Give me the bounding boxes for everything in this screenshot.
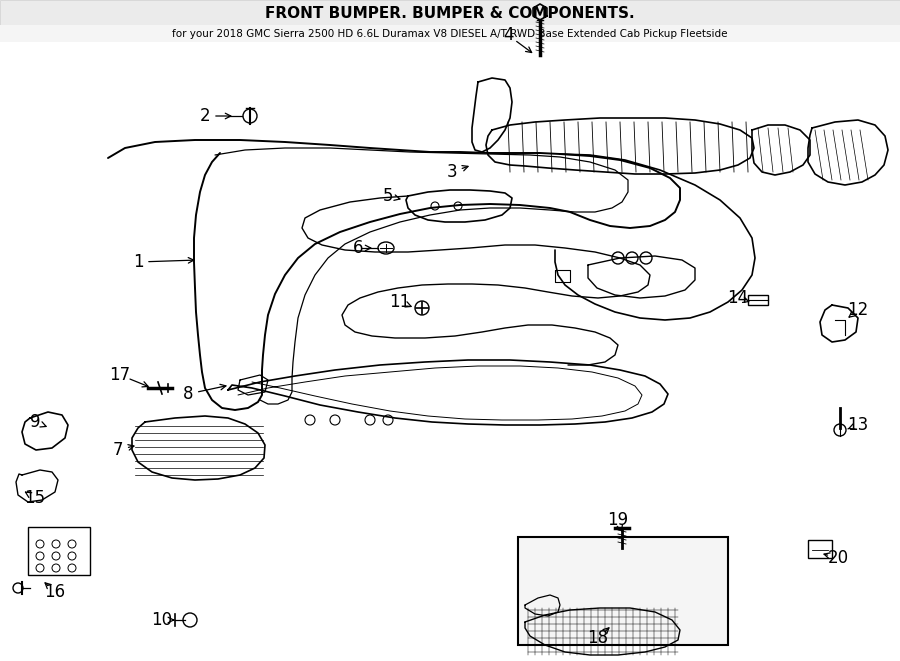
Circle shape bbox=[68, 540, 76, 548]
Circle shape bbox=[431, 202, 439, 210]
Circle shape bbox=[52, 540, 60, 548]
Circle shape bbox=[36, 564, 44, 572]
Text: 3: 3 bbox=[446, 163, 457, 181]
Circle shape bbox=[535, 7, 545, 17]
Text: 7: 7 bbox=[112, 441, 123, 459]
Ellipse shape bbox=[378, 242, 394, 254]
Circle shape bbox=[612, 252, 624, 264]
Bar bbox=[28, 527, 90, 575]
Text: 10: 10 bbox=[151, 611, 173, 629]
Bar bbox=[0, 0, 900, 25]
Circle shape bbox=[383, 415, 393, 425]
Text: 15: 15 bbox=[24, 489, 46, 507]
Text: 12: 12 bbox=[848, 301, 868, 319]
Circle shape bbox=[365, 415, 375, 425]
Text: 17: 17 bbox=[110, 366, 130, 384]
Text: for your 2018 GMC Sierra 2500 HD 6.6L Duramax V8 DIESEL A/T RWD Base Extended Ca: for your 2018 GMC Sierra 2500 HD 6.6L Du… bbox=[172, 29, 728, 39]
Ellipse shape bbox=[834, 424, 846, 436]
Text: 1: 1 bbox=[132, 253, 143, 271]
Text: 8: 8 bbox=[183, 385, 194, 403]
Circle shape bbox=[36, 552, 44, 560]
Circle shape bbox=[330, 415, 340, 425]
Text: 5: 5 bbox=[382, 187, 393, 205]
Circle shape bbox=[454, 202, 462, 210]
Circle shape bbox=[52, 564, 60, 572]
Ellipse shape bbox=[183, 613, 197, 627]
Text: 4: 4 bbox=[503, 26, 513, 44]
Circle shape bbox=[52, 552, 60, 560]
Text: 14: 14 bbox=[727, 289, 749, 307]
Bar bbox=[0, 25, 900, 42]
Bar bbox=[748, 295, 768, 305]
Text: 6: 6 bbox=[353, 239, 364, 257]
Circle shape bbox=[640, 252, 652, 264]
Text: 11: 11 bbox=[390, 293, 410, 311]
Text: 18: 18 bbox=[588, 629, 608, 647]
Circle shape bbox=[68, 552, 76, 560]
Text: 2: 2 bbox=[200, 107, 211, 125]
Text: 20: 20 bbox=[827, 549, 849, 567]
Bar bbox=[518, 537, 728, 645]
Circle shape bbox=[68, 564, 76, 572]
Text: 16: 16 bbox=[44, 583, 66, 601]
Circle shape bbox=[626, 252, 638, 264]
Text: 9: 9 bbox=[30, 413, 40, 431]
Text: 19: 19 bbox=[608, 511, 628, 529]
Ellipse shape bbox=[13, 583, 23, 593]
Ellipse shape bbox=[415, 301, 429, 315]
Ellipse shape bbox=[243, 109, 257, 123]
Text: 13: 13 bbox=[848, 416, 868, 434]
Bar bbox=[808, 540, 832, 558]
Text: FRONT BUMPER. BUMPER & COMPONENTS.: FRONT BUMPER. BUMPER & COMPONENTS. bbox=[266, 5, 634, 20]
Circle shape bbox=[36, 540, 44, 548]
Circle shape bbox=[305, 415, 315, 425]
